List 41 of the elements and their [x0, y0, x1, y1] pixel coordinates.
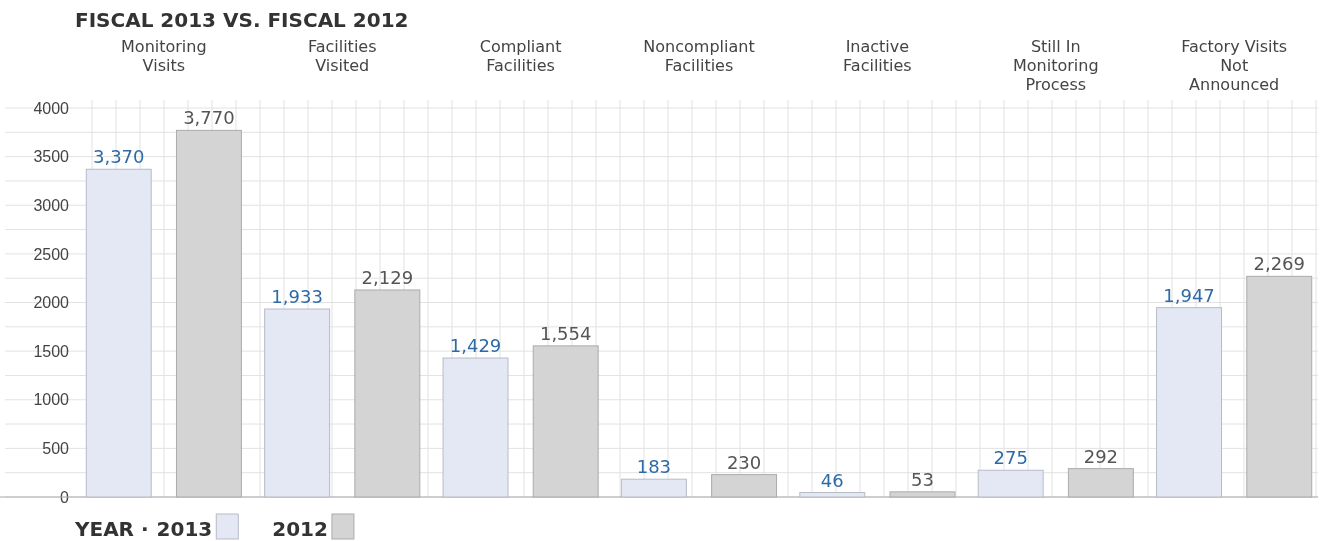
- data-label: 53: [911, 468, 934, 490]
- legend-label: 2013: [156, 517, 213, 541]
- bar: [264, 308, 331, 498]
- y-tick-label: 2000: [33, 294, 70, 312]
- data-label: 275: [993, 447, 1028, 469]
- legend-label: 2012: [272, 517, 328, 541]
- data-label: 3,370: [92, 146, 145, 168]
- x-tick-label: Facilities Visited: [307, 37, 377, 75]
- bar: [442, 357, 509, 498]
- x-tick-label: Factory Visits Not Announced: [1181, 37, 1288, 94]
- x-tick-label: Still In Monitoring Process: [1012, 37, 1099, 94]
- bar: [620, 478, 687, 498]
- chart-title: FISCAL 2013 VS. FISCAL 2012: [75, 8, 409, 32]
- bar: [85, 168, 152, 498]
- data-label: 1,554: [539, 322, 592, 344]
- y-tick-label: 3000: [33, 196, 70, 214]
- data-label: 3,770: [183, 107, 235, 129]
- bar: [1156, 307, 1223, 498]
- data-label: 2,129: [361, 266, 414, 288]
- data-label: 230: [726, 451, 762, 473]
- data-label: 2,269: [1253, 253, 1306, 275]
- data-label: 1,933: [271, 286, 323, 308]
- legend-title: YEAR ·: [74, 517, 149, 541]
- data-label: 46: [820, 469, 844, 491]
- x-tick-label: Monitoring Visits: [121, 37, 207, 75]
- data-label: 1,429: [449, 335, 502, 357]
- x-tick-label: Inactive Facilities: [843, 37, 912, 75]
- y-tick-label: 4000: [33, 99, 70, 117]
- y-tick-label: 3500: [33, 148, 70, 166]
- y-tick-label: 1500: [33, 342, 70, 360]
- data-label: 1,947: [1163, 284, 1215, 306]
- y-tick-label: 1000: [33, 391, 70, 409]
- bar: [977, 469, 1044, 498]
- y-tick-label: 2500: [33, 245, 70, 263]
- data-label: 183: [636, 456, 672, 478]
- x-tick-label: Compliant Facilities: [479, 37, 562, 75]
- data-label: 292: [1083, 445, 1119, 467]
- bar: [799, 492, 866, 498]
- y-tick-label: 500: [42, 439, 70, 457]
- y-tick-label: 0: [60, 488, 70, 506]
- x-tick-label: Noncompliant Facilities: [643, 37, 755, 75]
